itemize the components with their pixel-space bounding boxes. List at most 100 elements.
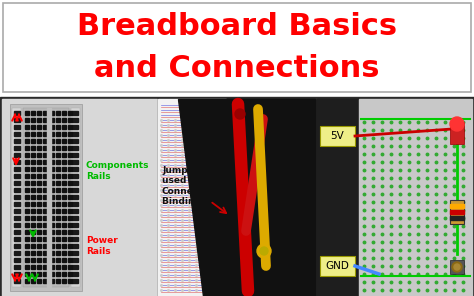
Bar xyxy=(56,139,60,143)
Bar xyxy=(37,174,41,178)
Text: Jumper Wires
used for
Connecting
Binding posts: Jumper Wires used for Connecting Binding… xyxy=(162,166,232,206)
Bar xyxy=(56,244,60,248)
Bar xyxy=(31,244,35,248)
Bar xyxy=(68,279,72,283)
Bar xyxy=(50,118,54,122)
Bar xyxy=(25,258,29,262)
Bar xyxy=(320,126,355,146)
Bar xyxy=(31,258,35,262)
Bar xyxy=(68,209,72,213)
Bar xyxy=(56,167,60,171)
Bar xyxy=(43,237,47,241)
Bar xyxy=(50,188,54,192)
Bar xyxy=(13,139,19,143)
Bar xyxy=(13,279,19,283)
Bar xyxy=(31,251,35,255)
Bar xyxy=(62,160,66,164)
Polygon shape xyxy=(178,99,315,296)
Bar xyxy=(73,251,79,255)
Bar xyxy=(56,272,60,276)
Bar xyxy=(43,132,47,136)
Bar xyxy=(50,251,54,255)
Bar xyxy=(43,118,47,122)
Bar xyxy=(37,265,41,269)
Bar xyxy=(50,258,54,262)
Circle shape xyxy=(235,109,245,119)
Bar xyxy=(43,258,47,262)
Bar xyxy=(43,272,47,276)
Bar xyxy=(73,139,79,143)
Bar xyxy=(31,279,35,283)
Bar xyxy=(10,104,82,291)
Bar xyxy=(56,265,60,269)
Bar xyxy=(50,174,54,178)
Bar xyxy=(37,146,41,150)
Bar xyxy=(31,230,35,234)
Bar xyxy=(68,181,72,185)
Bar xyxy=(47,108,51,287)
Bar xyxy=(50,216,54,220)
Bar xyxy=(73,272,79,276)
Bar xyxy=(37,167,41,171)
Bar xyxy=(56,160,60,164)
Bar xyxy=(13,258,19,262)
Bar xyxy=(68,153,72,157)
Bar xyxy=(13,230,19,234)
Bar xyxy=(56,223,60,227)
Bar xyxy=(73,230,79,234)
Bar xyxy=(62,251,66,255)
Bar xyxy=(50,111,54,115)
Bar xyxy=(68,272,72,276)
Text: Breadboard Basics: Breadboard Basics xyxy=(77,12,397,41)
Bar xyxy=(31,167,35,171)
Bar xyxy=(43,167,47,171)
Text: GND: GND xyxy=(325,261,349,271)
Bar xyxy=(450,216,464,220)
Bar xyxy=(73,111,79,115)
Bar xyxy=(13,111,19,115)
Bar xyxy=(31,111,35,115)
Circle shape xyxy=(450,117,464,131)
Bar xyxy=(31,223,35,227)
Bar xyxy=(62,188,66,192)
Bar xyxy=(50,209,54,213)
Bar xyxy=(50,265,54,269)
Bar xyxy=(62,279,66,283)
Bar xyxy=(25,174,29,178)
Bar xyxy=(50,230,54,234)
Bar xyxy=(31,153,35,157)
Bar xyxy=(31,160,35,164)
Bar xyxy=(50,202,54,206)
Bar xyxy=(43,139,47,143)
Bar xyxy=(56,195,60,199)
Bar xyxy=(13,251,19,255)
Bar xyxy=(62,153,66,157)
Bar xyxy=(31,209,35,213)
Bar xyxy=(13,132,19,136)
Bar xyxy=(25,111,29,115)
Bar xyxy=(62,146,66,150)
Bar xyxy=(25,132,29,136)
Bar xyxy=(25,125,29,129)
Text: Components
Rails: Components Rails xyxy=(86,161,149,181)
Bar xyxy=(68,230,72,234)
Bar xyxy=(37,244,41,248)
Bar xyxy=(43,181,47,185)
Bar xyxy=(25,202,29,206)
Bar xyxy=(37,279,41,283)
Bar xyxy=(31,272,35,276)
Bar xyxy=(13,202,19,206)
Circle shape xyxy=(454,264,460,270)
Bar xyxy=(23,108,69,287)
Bar xyxy=(73,181,79,185)
Bar xyxy=(25,188,29,192)
Bar xyxy=(43,146,47,150)
Bar xyxy=(43,125,47,129)
Bar xyxy=(43,202,47,206)
Bar xyxy=(62,118,66,122)
Bar xyxy=(31,216,35,220)
Bar xyxy=(68,160,72,164)
Bar xyxy=(68,216,72,220)
Bar xyxy=(50,279,54,283)
Bar xyxy=(56,230,60,234)
